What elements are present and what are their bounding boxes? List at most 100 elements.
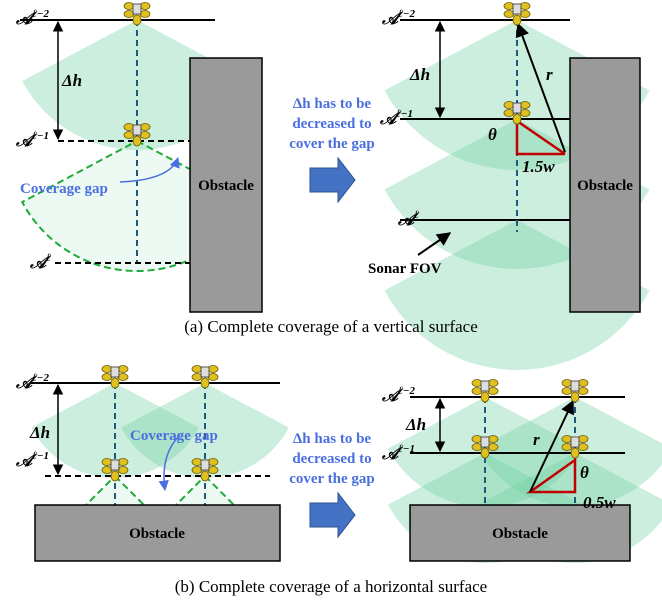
- drone: [102, 459, 128, 482]
- rotor: [118, 374, 128, 381]
- drone-body: [133, 4, 141, 14]
- rotor: [472, 380, 482, 387]
- drone-body: [481, 381, 489, 391]
- drone: [504, 3, 530, 26]
- level-sup: ℓ−2: [398, 8, 415, 20]
- rotor: [520, 110, 530, 117]
- caption: (a) Complete coverage of a vertical surf…: [184, 317, 478, 336]
- rotor: [472, 388, 482, 395]
- rotor: [124, 3, 134, 10]
- delta-h: Δh: [405, 415, 426, 434]
- coverage-gap: Coverage gap: [20, 181, 108, 197]
- rotor: [472, 436, 482, 443]
- rotor: [192, 374, 202, 381]
- level-label: 𝒜ℓ−1: [15, 130, 49, 150]
- sonar: [571, 392, 579, 402]
- rotor: [562, 380, 572, 387]
- level-sup: ℓ−1: [32, 130, 49, 142]
- r-label: r: [546, 65, 553, 84]
- rotor: [578, 436, 588, 443]
- sonar: [513, 15, 521, 25]
- drone-body: [571, 437, 579, 447]
- sonar: [133, 136, 141, 146]
- sonar: [201, 471, 209, 481]
- theta-label: θ: [580, 463, 589, 482]
- middle-text: decreased to: [292, 451, 371, 467]
- rotor: [562, 436, 572, 443]
- sonar: [513, 114, 521, 124]
- rotor: [520, 11, 530, 18]
- rotor: [488, 388, 498, 395]
- drone-body: [571, 381, 579, 391]
- drone: [124, 3, 150, 26]
- rotor: [140, 124, 150, 131]
- width-label: 0.5w: [583, 493, 616, 512]
- delta-h: Δh: [409, 65, 430, 84]
- sonar: [201, 378, 209, 388]
- sonar: [111, 378, 119, 388]
- level-sup: ℓ−1: [396, 108, 413, 120]
- width-label: 1.5w: [522, 157, 555, 176]
- rotor: [192, 459, 202, 466]
- rotor: [488, 380, 498, 387]
- r-label: r: [533, 430, 540, 449]
- rotor: [562, 444, 572, 451]
- drone: [192, 366, 218, 389]
- rotor: [562, 388, 572, 395]
- level-sup: ℓ−1: [398, 443, 415, 455]
- rotor: [140, 3, 150, 10]
- sonar-fov: Sonar FOV: [368, 261, 442, 277]
- middle-text: cover the gap: [289, 136, 375, 152]
- rotor: [504, 102, 514, 109]
- rotor: [102, 467, 112, 474]
- rotor: [208, 459, 218, 466]
- sonar: [571, 448, 579, 458]
- level-sup: ℓ: [46, 252, 51, 264]
- level-sup: ℓ−1: [32, 450, 49, 462]
- rotor: [504, 110, 514, 117]
- level-label: 𝒜ℓ−2: [381, 8, 415, 28]
- rotor: [118, 459, 128, 466]
- middle-text: Δh has to be: [293, 96, 372, 112]
- drone: [192, 459, 218, 482]
- rotor: [578, 444, 588, 451]
- drone-body: [111, 460, 119, 470]
- level-sup: ℓ−2: [398, 385, 415, 397]
- sonar: [481, 392, 489, 402]
- rotor: [520, 3, 530, 10]
- rotor: [208, 374, 218, 381]
- rotor: [578, 380, 588, 387]
- drone-body: [111, 367, 119, 377]
- rotor: [118, 467, 128, 474]
- obstacle-label: Obstacle: [577, 178, 633, 194]
- level-label: 𝒜ℓ−1: [379, 108, 413, 128]
- rotor: [140, 11, 150, 18]
- rotor: [118, 366, 128, 373]
- drone: [562, 380, 588, 403]
- rotor: [102, 374, 112, 381]
- level-label: 𝒜ℓ−2: [15, 8, 49, 28]
- delta-h: Δh: [29, 423, 50, 442]
- drone: [102, 366, 128, 389]
- rotor: [488, 444, 498, 451]
- level-label: 𝒜ℓ: [29, 252, 52, 272]
- rotor: [102, 366, 112, 373]
- rotor: [124, 132, 134, 139]
- obstacle-label: Obstacle: [198, 178, 254, 194]
- rotor: [578, 388, 588, 395]
- rotor: [124, 124, 134, 131]
- rotor: [504, 3, 514, 10]
- sonar: [481, 448, 489, 458]
- rotor: [520, 102, 530, 109]
- level-sup: ℓ: [414, 209, 419, 221]
- rotor: [208, 467, 218, 474]
- obstacle-label: Obstacle: [129, 526, 185, 542]
- figure: Obstacle Coverage gap Δh Δh has to be de…: [0, 0, 662, 603]
- rotor: [472, 444, 482, 451]
- level-sup: ℓ−2: [32, 8, 49, 20]
- sonar: [133, 15, 141, 25]
- drone: [472, 380, 498, 403]
- rotor: [192, 366, 202, 373]
- drone-body: [481, 437, 489, 447]
- drone-body: [513, 103, 521, 113]
